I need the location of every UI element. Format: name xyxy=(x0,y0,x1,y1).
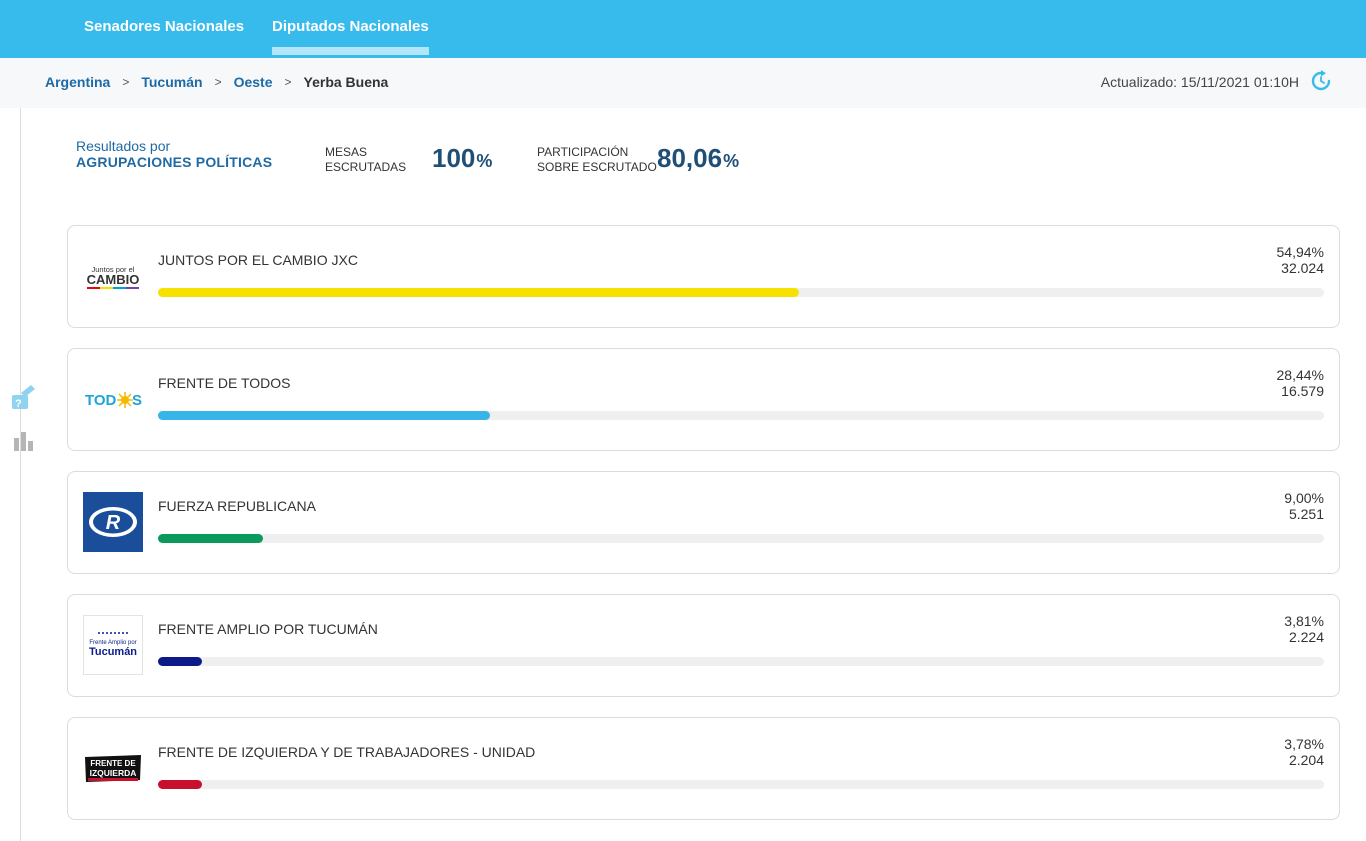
party-card-todos[interactable]: TOD S FRENTE DE TODOS 28,44% 16.579 xyxy=(67,348,1340,451)
mesas-escrutadas-value: 100% xyxy=(432,143,492,174)
party-logo-frente-amplio: Frente Amplio por Tucumán xyxy=(83,615,143,675)
party-name: JUNTOS POR EL CAMBIO JXC xyxy=(158,252,358,268)
breadcrumb-tucuman[interactable]: Tucumán xyxy=(141,74,203,90)
bar-chart-icon[interactable] xyxy=(13,430,35,452)
party-name: FRENTE AMPLIO POR TUCUMÁN xyxy=(158,621,378,637)
vote-bar-fill xyxy=(158,288,799,297)
percent-sign: % xyxy=(476,151,493,171)
party-percent: 9,00% xyxy=(1284,490,1324,506)
participacion-label-line-2: SOBRE ESCRUTADO xyxy=(537,160,657,174)
vote-bar-fill xyxy=(158,657,203,666)
party-name: FRENTE DE TODOS xyxy=(158,375,291,391)
vote-bar-track xyxy=(158,657,1324,666)
party-votes: 32.024 xyxy=(1281,260,1324,276)
tab-diputados-nacionales[interactable]: Diputados Nacionales xyxy=(272,0,429,58)
party-votes: 5.251 xyxy=(1288,506,1324,522)
party-card-frente-amplio[interactable]: Frente Amplio por Tucumán FRENTE AMPLIO … xyxy=(67,594,1340,697)
logo-text: S xyxy=(132,392,142,409)
logo-text: FRENTE DE xyxy=(90,759,136,768)
party-percent: 3,78% xyxy=(1284,736,1324,752)
party-name: FRENTE DE IZQUIERDA Y DE TRABAJADORES - … xyxy=(158,744,536,760)
mesas-label-line-1: MESAS xyxy=(325,145,368,159)
party-logo-jxc: Juntos por el CAMBIO xyxy=(87,265,140,289)
mesas-escrutadas-label: MESAS ESCRUTADAS xyxy=(325,145,425,175)
party-votes: 16.579 xyxy=(1281,383,1324,399)
breadcrumb-separator: > xyxy=(122,75,130,89)
mesas-label-line-2: ESCRUTADAS xyxy=(325,160,407,174)
vote-bar-track xyxy=(158,534,1324,543)
logo-text: Tucumán xyxy=(89,646,137,658)
last-updated-text: Actualizado: 15/11/2021 01:10H xyxy=(1100,74,1299,90)
breadcrumb-separator: > xyxy=(214,75,222,89)
logo-text: Frente Amplio por xyxy=(89,640,136,646)
vote-bar-fill xyxy=(158,411,490,420)
party-percent: 54,94% xyxy=(1276,244,1324,260)
vote-bar-track xyxy=(158,411,1324,420)
vote-bar-fill xyxy=(158,534,263,543)
party-votes: 2.224 xyxy=(1288,629,1324,645)
breadcrumb-argentina[interactable]: Argentina xyxy=(45,74,111,90)
top-navigation: Senadores Nacionales Diputados Nacionale… xyxy=(0,0,1366,58)
party-logo-fuerza-republicana: R xyxy=(83,492,143,552)
participacion-value: 80,06% xyxy=(657,143,739,174)
tab-senadores-nacionales[interactable]: Senadores Nacionales xyxy=(84,18,245,35)
logo-text: IZQUIERDA xyxy=(90,768,137,778)
percent-sign: % xyxy=(723,151,740,171)
logo-text: CAMBIO xyxy=(87,272,140,287)
participacion-value-number: 80,06 xyxy=(657,143,723,173)
ballot-box-icon[interactable]: ? xyxy=(11,383,37,411)
vote-bar-fill xyxy=(158,780,203,789)
participacion-label: PARTICIPACIÓN SOBRE ESCRUTADO xyxy=(537,145,657,175)
side-rail-line xyxy=(20,108,21,841)
vote-bar-track xyxy=(158,780,1324,789)
logo-text: R xyxy=(106,512,121,534)
results-grouping-link[interactable]: AGRUPACIONES POLÍTICAS xyxy=(76,154,273,170)
breadcrumb-yerba-buena: Yerba Buena xyxy=(303,74,389,90)
logo-text: TOD xyxy=(85,392,117,409)
vote-bar-track xyxy=(158,288,1324,297)
svg-text:?: ? xyxy=(15,398,22,410)
party-name: FUERZA REPUBLICANA xyxy=(158,498,316,514)
party-votes: 2.204 xyxy=(1288,752,1324,768)
mesas-value-number: 100 xyxy=(432,143,476,173)
refresh-icon[interactable] xyxy=(1310,70,1332,92)
party-logo-todos: TOD S xyxy=(85,392,142,409)
party-percent: 28,44% xyxy=(1276,367,1324,383)
results-by-label: Resultados por xyxy=(76,138,171,154)
participacion-label-line-1: PARTICIPACIÓN xyxy=(537,145,629,159)
party-card-fuerza-republicana[interactable]: R FUERZA REPUBLICANA 9,00% 5.251 xyxy=(67,471,1340,574)
breadcrumb-oeste[interactable]: Oeste xyxy=(233,74,273,90)
party-card-jxc[interactable]: Juntos por el CAMBIO JUNTOS POR EL CAMBI… xyxy=(67,225,1340,328)
party-percent: 3,81% xyxy=(1284,613,1324,629)
logo-text: Juntos por el xyxy=(92,265,135,274)
party-card-fit-unidad[interactable]: FRENTE DE IZQUIERDA FRENTE DE IZQUIERDA … xyxy=(67,717,1340,820)
breadcrumb: Argentina > Tucumán > Oeste > Yerba Buen… xyxy=(45,74,388,90)
breadcrumb-separator: > xyxy=(284,75,292,89)
breadcrumb-bar: Argentina > Tucumán > Oeste > Yerba Buen… xyxy=(0,58,1366,108)
party-logo-fit-unidad: FRENTE DE IZQUIERDA xyxy=(85,755,141,782)
